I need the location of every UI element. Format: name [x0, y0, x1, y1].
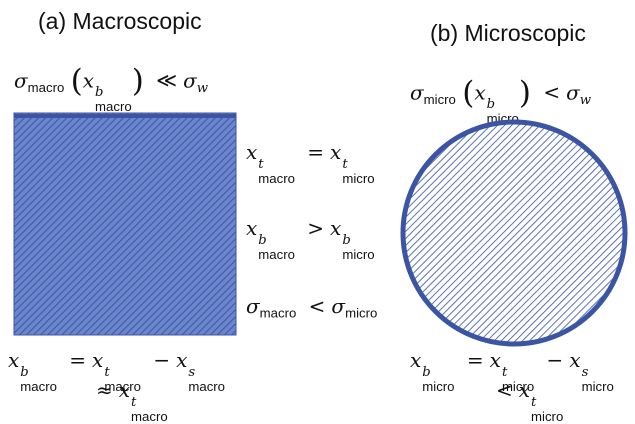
- macroscopic-square: [13, 112, 237, 336]
- formula-x-t-equal: x t macro = x t micro: [246, 140, 375, 186]
- diagram-shapes: [13, 112, 628, 347]
- formula-macro-approx: ≈ x t macro: [96, 378, 168, 424]
- formula-micro-x-b-definition: x b micro = x t micro − x s micro: [410, 348, 614, 394]
- formula-x-b-greater: x b macro > x b micro: [246, 216, 375, 262]
- formula-micro-sigma-condition: σmicro (x b micro) < σw: [410, 75, 592, 127]
- title-macroscopic: (a) Macroscopic: [38, 8, 202, 34]
- formula-macro-sigma-condition: σmacro (x b macro) ≪ σw: [14, 63, 209, 115]
- microscopic-circle: [400, 119, 628, 347]
- formula-macro-x-b-definition: x b macro = x t macro − x s macro: [8, 348, 226, 394]
- formula-sigma-less: σmacro < σmicro: [246, 294, 378, 321]
- title-microscopic: (b) Microscopic: [430, 20, 586, 46]
- formula-micro-less: < x t micro: [496, 378, 564, 424]
